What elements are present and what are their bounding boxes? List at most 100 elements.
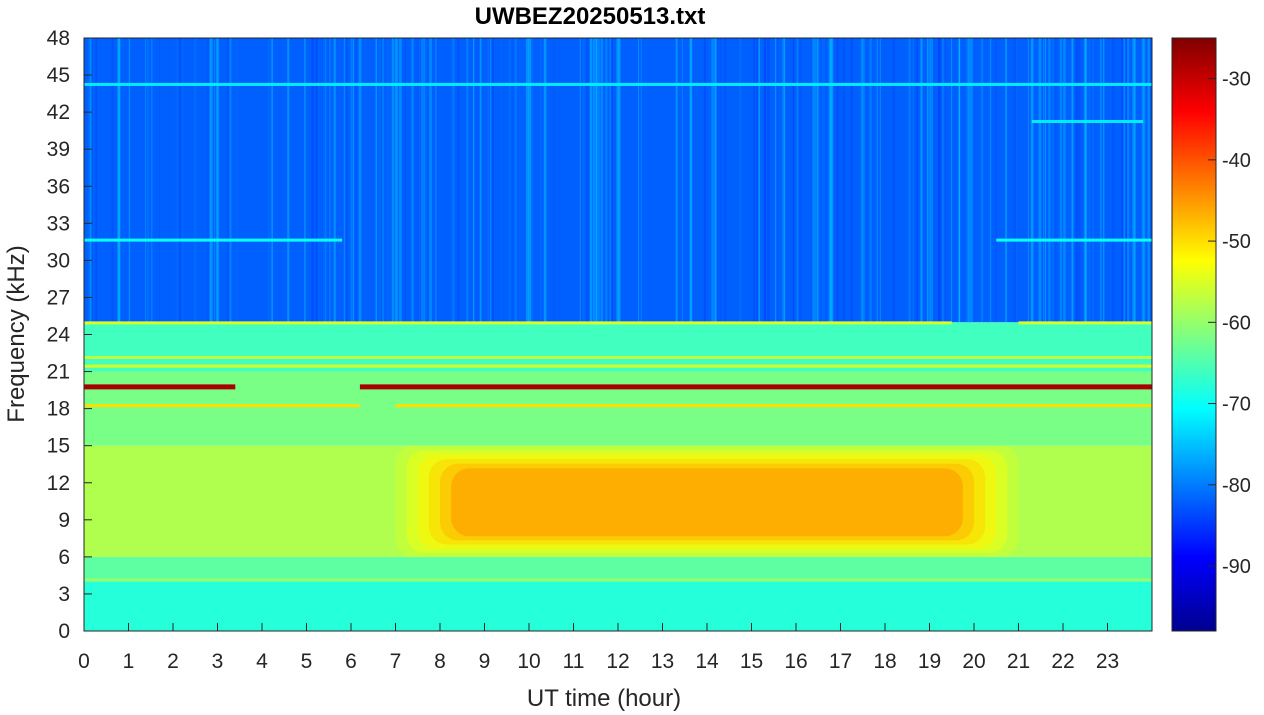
time-striation [1051, 38, 1055, 323]
time-striation [1123, 38, 1125, 323]
x-tick-label: 5 [301, 650, 313, 673]
time-striation [796, 38, 799, 323]
time-striation [1088, 38, 1090, 323]
time-striation [586, 38, 589, 323]
transmitter-line [395, 404, 1152, 408]
x-tick-label: 12 [606, 650, 629, 673]
time-striation [782, 38, 785, 323]
time-striation [146, 38, 150, 323]
time-striation [226, 38, 230, 323]
x-tick-label: 15 [740, 650, 763, 673]
heatmap-band [84, 581, 1152, 631]
time-striation [813, 38, 817, 323]
time-striation [764, 38, 766, 323]
time-striation [1084, 38, 1087, 323]
time-striation [375, 38, 377, 323]
time-striation [1005, 38, 1008, 323]
daytime-enhancement-region [451, 468, 963, 537]
time-striation [1078, 38, 1081, 323]
time-striation [178, 38, 181, 323]
time-striation [159, 38, 161, 323]
time-striation [966, 38, 969, 323]
time-striation [1147, 38, 1150, 323]
time-striation [206, 38, 210, 323]
time-striation [910, 38, 912, 323]
x-tick-label: 9 [479, 650, 491, 673]
y-tick-label: 12 [47, 472, 70, 495]
time-striation [553, 38, 555, 323]
colorbar-tick-label: -80 [1222, 475, 1251, 497]
time-striation [1141, 38, 1145, 323]
time-striation [145, 38, 146, 323]
time-striation [299, 38, 301, 323]
colorbar-tick-label: -50 [1222, 231, 1251, 253]
time-striation [1112, 38, 1115, 323]
transmitter-line [84, 364, 1152, 368]
time-striation [151, 38, 153, 323]
time-striation [322, 38, 325, 323]
time-striation [362, 38, 364, 323]
time-striation [1038, 38, 1042, 323]
time-striation [719, 38, 722, 323]
time-striation [334, 38, 336, 323]
time-striation [466, 38, 469, 323]
time-striation [776, 38, 779, 323]
time-striation [345, 38, 347, 323]
time-striation [612, 38, 614, 323]
time-striation [1045, 38, 1047, 323]
time-striation [836, 38, 839, 323]
colorbar-tick-label: -90 [1222, 556, 1251, 578]
time-striation [229, 38, 232, 323]
time-striation [98, 38, 100, 323]
time-striation [287, 38, 290, 323]
time-striation [774, 38, 778, 323]
time-striation [1048, 38, 1051, 323]
y-tick-label: 15 [47, 435, 70, 458]
time-striation [492, 38, 494, 323]
time-striation [429, 38, 432, 323]
time-striation [352, 38, 355, 323]
time-striation [711, 38, 714, 323]
y-tick-label: 21 [47, 361, 70, 384]
x-tick-label: 22 [1051, 650, 1074, 673]
time-striation [500, 38, 502, 323]
time-striation [601, 38, 603, 323]
time-striation [609, 38, 611, 323]
time-striation [681, 38, 683, 323]
time-striation [1027, 38, 1029, 323]
time-striation [411, 38, 414, 323]
time-striation [638, 38, 639, 323]
x-tick-label: 1 [123, 650, 135, 673]
time-striation [382, 38, 384, 323]
y-tick-label: 9 [58, 509, 70, 532]
time-striation [426, 38, 429, 323]
time-striation [450, 38, 454, 323]
time-striation [1149, 38, 1153, 323]
time-striation [707, 38, 710, 323]
time-striation [350, 38, 353, 323]
time-striation [213, 38, 215, 323]
time-striation [386, 38, 390, 323]
time-striation [739, 38, 742, 323]
time-striation [988, 38, 991, 323]
time-striation [942, 38, 945, 323]
time-striation [417, 38, 420, 323]
time-striation [1121, 38, 1124, 323]
time-striation [236, 38, 240, 323]
time-striation [358, 38, 362, 323]
time-striation [489, 38, 492, 323]
time-striation [892, 38, 896, 323]
colorbar-tick-label: -30 [1222, 69, 1251, 91]
time-striation [766, 38, 770, 323]
time-striation [88, 38, 90, 323]
time-striation [268, 38, 271, 323]
transmitter-line [359, 384, 1152, 390]
time-striation [398, 38, 402, 323]
time-striation [540, 38, 541, 323]
y-tick-label: 24 [47, 324, 71, 347]
time-striation [1071, 38, 1074, 323]
transmitter-line [84, 384, 236, 390]
x-tick-label: 6 [345, 650, 357, 673]
time-striation [261, 38, 264, 323]
time-striation [816, 38, 819, 323]
